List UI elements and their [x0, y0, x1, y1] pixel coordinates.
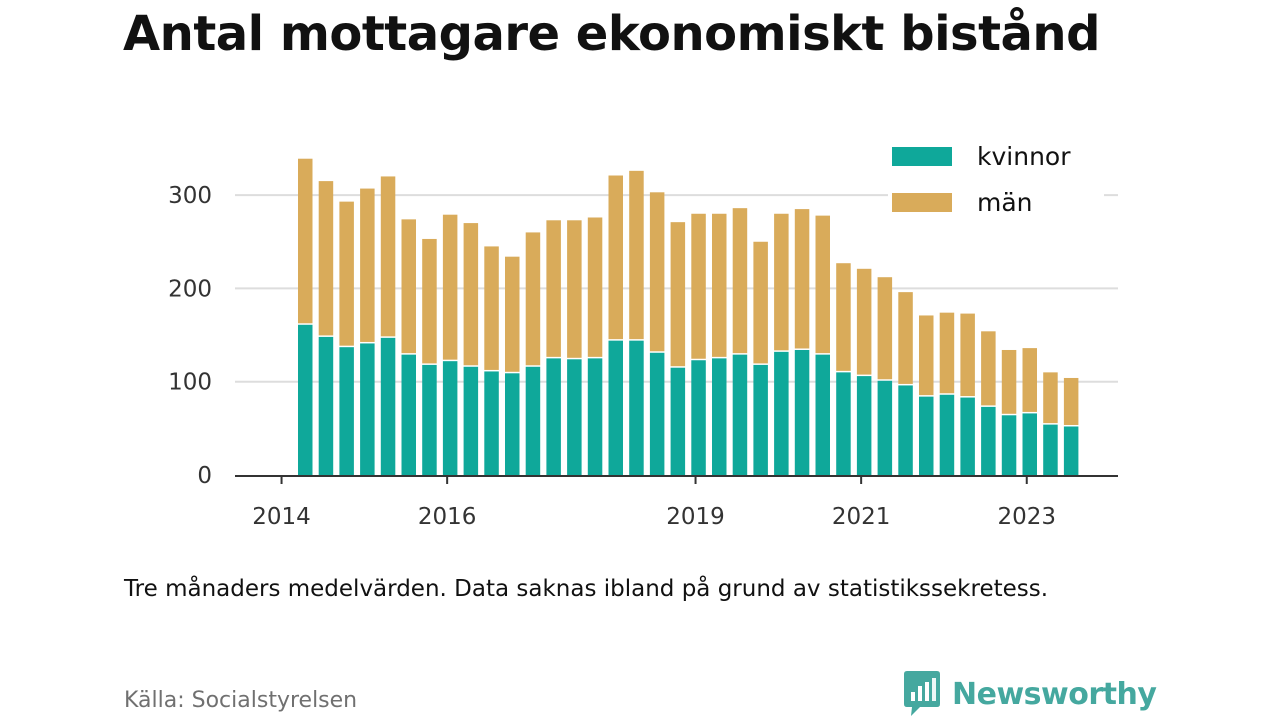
- bar-man: [546, 220, 561, 357]
- bar-kvinnor: [1043, 424, 1058, 475]
- bar-kvinnor: [401, 354, 416, 475]
- bar-kvinnor: [649, 352, 665, 475]
- bar-man: [732, 208, 748, 354]
- bar-man: [649, 192, 665, 352]
- bar-man: [919, 315, 934, 396]
- bar-man: [298, 158, 313, 324]
- bar-man: [794, 209, 810, 349]
- legend-label: män: [977, 188, 1033, 217]
- x-tick-label: 2016: [418, 504, 477, 530]
- bar-man: [463, 223, 479, 366]
- chart-bubble-icon: [904, 671, 940, 716]
- x-tick-label: 2019: [666, 504, 725, 530]
- bar-kvinnor: [1063, 426, 1079, 475]
- bar-kvinnor: [546, 358, 561, 475]
- bar-man: [567, 220, 582, 358]
- bar-kvinnor: [815, 354, 830, 475]
- bar-man: [815, 215, 830, 354]
- bar-man: [856, 268, 872, 375]
- y-tick-label: 0: [197, 463, 212, 489]
- bar-man: [753, 241, 768, 364]
- y-tick-label: 100: [168, 370, 212, 396]
- bar-man: [670, 222, 686, 367]
- source-label: Källa: Socialstyrelsen: [124, 688, 358, 713]
- y-tick-label: 300: [168, 183, 212, 209]
- bar-man: [629, 170, 644, 340]
- bar-kvinnor: [960, 397, 975, 475]
- bar-kvinnor: [318, 336, 334, 475]
- bar-kvinnor: [919, 396, 934, 475]
- brand-logo[interactable]: Newsworthy: [902, 670, 1157, 718]
- bar-kvinnor: [360, 343, 375, 475]
- bar-kvinnor: [505, 373, 520, 475]
- bar-kvinnor: [670, 367, 686, 475]
- y-tick-label: 200: [168, 276, 212, 302]
- bar-man: [1043, 372, 1058, 424]
- x-tick-label: 2014: [252, 504, 311, 530]
- bar-man: [339, 201, 354, 346]
- bar-kvinnor: [587, 358, 603, 475]
- bar-man: [422, 238, 437, 364]
- bar-man: [981, 331, 996, 406]
- bar-man: [401, 219, 416, 354]
- bar-man: [484, 246, 499, 370]
- legend-label: kvinnor: [977, 142, 1071, 171]
- bar-kvinnor: [712, 358, 727, 475]
- chart-note: Tre månaders medelvärden. Data saknas ib…: [124, 576, 1049, 602]
- bar-man: [691, 213, 706, 359]
- bar-man: [960, 313, 975, 397]
- bar-kvinnor: [732, 354, 748, 475]
- bar-kvinnor: [981, 406, 996, 475]
- bar-man: [587, 217, 603, 357]
- bar-man: [836, 263, 851, 371]
- bar-kvinnor: [442, 361, 458, 475]
- bar-man: [442, 214, 458, 360]
- bar-kvinnor: [525, 366, 541, 475]
- bar-man: [774, 213, 789, 351]
- bar-kvinnor: [794, 349, 810, 475]
- bar-kvinnor: [774, 351, 789, 475]
- brand-name: Newsworthy: [952, 676, 1157, 712]
- bar-man: [1022, 348, 1037, 412]
- bar-kvinnor: [339, 347, 354, 475]
- bar-kvinnor: [877, 380, 893, 475]
- bar-kvinnor: [567, 359, 582, 475]
- bar-man: [1001, 349, 1017, 414]
- bar-man: [380, 176, 396, 337]
- bar-kvinnor: [691, 360, 706, 475]
- bar-kvinnor: [298, 324, 313, 475]
- bar-kvinnor: [484, 371, 499, 475]
- bar-kvinnor: [856, 376, 872, 475]
- bar-man: [318, 181, 334, 336]
- bar-man: [1063, 377, 1079, 425]
- bar-man: [712, 213, 727, 357]
- bar-kvinnor: [836, 372, 851, 475]
- bar-kvinnor: [1022, 413, 1037, 475]
- bar-man: [505, 256, 520, 372]
- legend-swatch: [892, 147, 952, 166]
- x-tick-label: 2023: [997, 504, 1056, 530]
- bar-man: [877, 277, 893, 380]
- bar-man: [608, 175, 623, 340]
- legend-swatch: [892, 193, 952, 212]
- bar-kvinnor: [1001, 415, 1017, 475]
- bar-kvinnor: [463, 366, 479, 475]
- bar-kvinnor: [608, 340, 623, 475]
- bar-man: [898, 292, 913, 384]
- bar-man: [939, 312, 955, 394]
- bar-kvinnor: [753, 364, 768, 475]
- x-tick-label: 2021: [832, 504, 891, 530]
- bar-kvinnor: [939, 394, 955, 475]
- chart-canvas: 0 100 200 300 2014 2016 2019 2021 2023 kvinnor m…: [168, 140, 1118, 530]
- bar-man: [360, 188, 375, 342]
- chart-title: Antal mottagare ekonomiskt bistånd: [123, 6, 1100, 62]
- bar-kvinnor: [422, 364, 437, 475]
- bar-kvinnor: [380, 337, 396, 475]
- bar-man: [525, 232, 541, 366]
- bar-kvinnor: [629, 340, 644, 475]
- bar-kvinnor: [898, 385, 913, 475]
